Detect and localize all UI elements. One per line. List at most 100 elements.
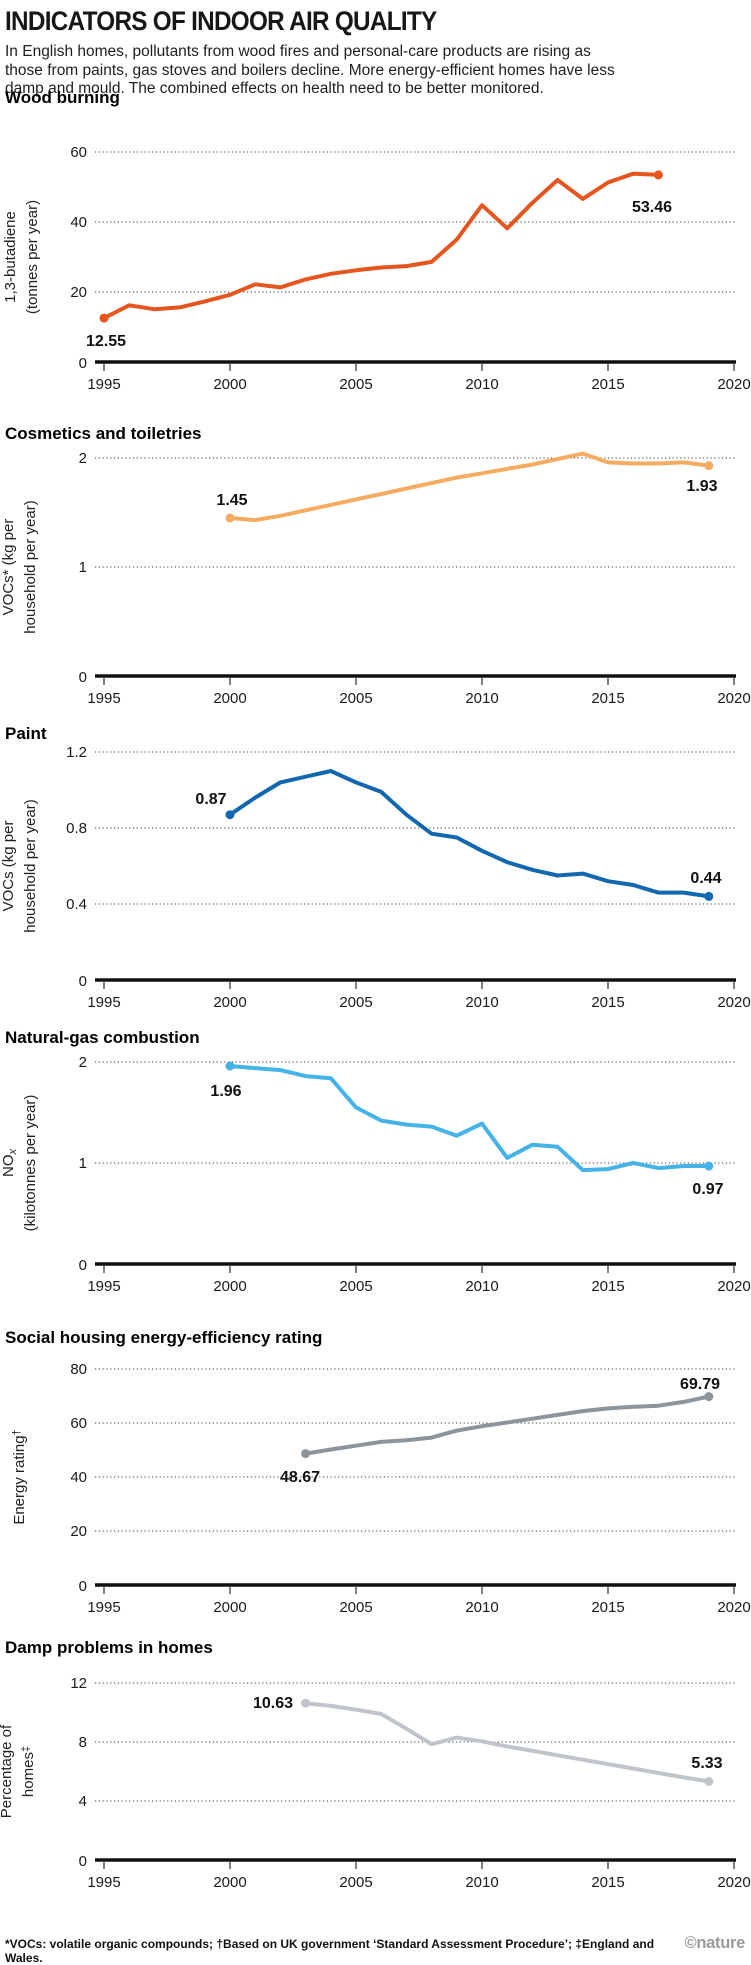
x-tick-label: 2010 (465, 690, 498, 707)
y-axis-title: NOx (0, 1149, 19, 1178)
x-tick-label: 2000 (213, 994, 246, 1011)
value-label-start: 10.63 (253, 1695, 293, 1712)
data-line (228, 1064, 711, 1173)
chart-svg: 0 0.4 0.8 1.2 1995 2000 2005 2010 2015 2020 VOCs (… (0, 744, 751, 1011)
x-tick-label: 2005 (339, 994, 372, 1011)
x-tick-label: 2015 (591, 690, 624, 707)
x-tick-label: 2020 (717, 376, 750, 393)
value-label-end: 5.33 (691, 1755, 722, 1772)
data-point-start (99, 313, 109, 323)
chart-svg: 0 20 40 60 1995 2000 2005 2010 2015 2020 1,3-butad… (2, 144, 751, 393)
y-tick-label: 40 (70, 1469, 87, 1486)
y-axis-title: household per year) (22, 799, 39, 932)
x-tick-label: 2020 (717, 1599, 750, 1616)
x-tick-label: 2015 (591, 1874, 624, 1891)
header: INDICATORS OF INDOOR AIR QUALITY In Engl… (5, 6, 745, 99)
x-tick-label: 2000 (213, 690, 246, 707)
y-tick-label: 40 (70, 214, 87, 231)
data-point-end (704, 891, 714, 901)
x-tick-label: 2005 (339, 1599, 372, 1616)
x-tick-label: 1995 (87, 376, 120, 393)
chart-svg: 0 1 2 1995 2000 2005 2010 2015 2020 NOx (kilotonne… (0, 1054, 751, 1295)
x-tick-label: 2005 (339, 1874, 372, 1891)
y-tick-label: 0.4 (66, 896, 87, 913)
value-label-start: 48.67 (280, 1469, 320, 1486)
x-tick-label: 2010 (465, 1874, 498, 1891)
data-line (303, 1394, 711, 1456)
y-tick-label: 1 (79, 1155, 87, 1172)
data-point-start (301, 1698, 311, 1708)
data-point-start (225, 810, 235, 820)
value-label-end: 1.93 (686, 478, 717, 495)
x-tick-label: 2020 (717, 1874, 750, 1891)
y-tick-label: 20 (70, 284, 87, 301)
chart-svg: 0 20 40 60 80 1995 2000 2005 2010 2015 2020 Energy … (11, 1361, 751, 1616)
y-tick-label: 1 (79, 559, 87, 576)
x-tick-label: 2010 (465, 376, 498, 393)
footnote: *VOCs: volatile organic compounds; †Base… (5, 1937, 655, 1965)
y-tick-label: 1.2 (66, 744, 87, 761)
y-tick-label: 0 (79, 973, 87, 990)
y-axis-title: (kilotonnes per year) (22, 1095, 39, 1232)
x-tick-label: 2000 (213, 376, 246, 393)
x-tick-label: 2015 (591, 1599, 624, 1616)
data-line (303, 1701, 711, 1784)
x-tick-label: 2005 (339, 1278, 372, 1295)
footer: *VOCs: volatile organic compounds; †Base… (0, 1934, 751, 1965)
y-tick-label: 60 (70, 144, 87, 161)
x-tick-label: 2020 (717, 994, 750, 1011)
x-tick-label: 2020 (717, 1278, 750, 1295)
x-tick-label: 2015 (591, 994, 624, 1011)
x-tick-label: 2010 (465, 994, 498, 1011)
y-axis-title: Percentage of (0, 1724, 15, 1818)
data-point-end (704, 461, 714, 471)
x-tick-label: 1995 (87, 690, 120, 707)
x-tick-label: 2000 (213, 1874, 246, 1891)
value-label-start: 0.87 (195, 791, 226, 808)
value-label-end: 0.44 (690, 870, 721, 887)
chart-heading: Social housing energy-efficiency rating (5, 1328, 323, 1347)
x-tick-label: 1995 (87, 994, 120, 1011)
intro-text: In English homes, pollutants from wood f… (5, 43, 615, 98)
chart-heading: Damp problems in homes (5, 1638, 213, 1657)
x-tick-label: 2000 (213, 1599, 246, 1616)
y-axis-title: household per year) (22, 500, 39, 633)
data-point-end (653, 170, 663, 180)
data-point-end (704, 1161, 714, 1171)
x-tick-label: 1995 (87, 1874, 120, 1891)
y-tick-label: 4 (79, 1793, 87, 1810)
y-axis-title: VOCs* (kg per (0, 519, 17, 616)
x-tick-label: 2015 (591, 376, 624, 393)
x-tick-label: 1995 (87, 1278, 120, 1295)
y-axis-title: Energy rating† (11, 1429, 28, 1524)
chart-heading: Natural-gas combustion (5, 1028, 200, 1047)
y-tick-label: 0.8 (66, 820, 87, 837)
chart-svg: 0 4 8 12 1995 2000 2005 2010 2015 2020 Percentage … (0, 1675, 751, 1891)
x-tick-label: 2000 (213, 1278, 246, 1295)
y-axis-title: VOCs (kg per (0, 821, 17, 912)
x-tick-label: 1995 (87, 1599, 120, 1616)
value-label-start: 1.45 (216, 492, 247, 509)
chart-heading: Cosmetics and toiletries (5, 424, 202, 443)
y-tick-label: 0 (79, 1578, 87, 1595)
y-tick-label: 0 (79, 1853, 87, 1870)
y-tick-label: 12 (70, 1675, 87, 1692)
data-point-end (704, 1392, 714, 1402)
y-tick-label: 2 (79, 450, 87, 467)
chart-svg: 0 1 2 1995 2000 2005 2010 2015 2020 VOCs* (kg per… (0, 450, 751, 707)
chart-heading: Wood burning (5, 88, 120, 107)
data-point-start (225, 513, 235, 523)
y-axis-title: (tonnes per year) (24, 200, 41, 314)
y-tick-label: 0 (79, 669, 87, 686)
x-tick-label: 2010 (465, 1599, 498, 1616)
y-tick-label: 0 (79, 1257, 87, 1274)
value-label-end: 0.97 (692, 1181, 723, 1198)
y-tick-label: 80 (70, 1361, 87, 1378)
data-line (228, 769, 711, 899)
data-point-start (225, 1061, 235, 1071)
y-tick-label: 60 (70, 1415, 87, 1432)
x-tick-label: 2020 (717, 690, 750, 707)
chart-heading: Paint (5, 724, 47, 743)
y-axis-title: homes‡ (20, 1746, 37, 1797)
